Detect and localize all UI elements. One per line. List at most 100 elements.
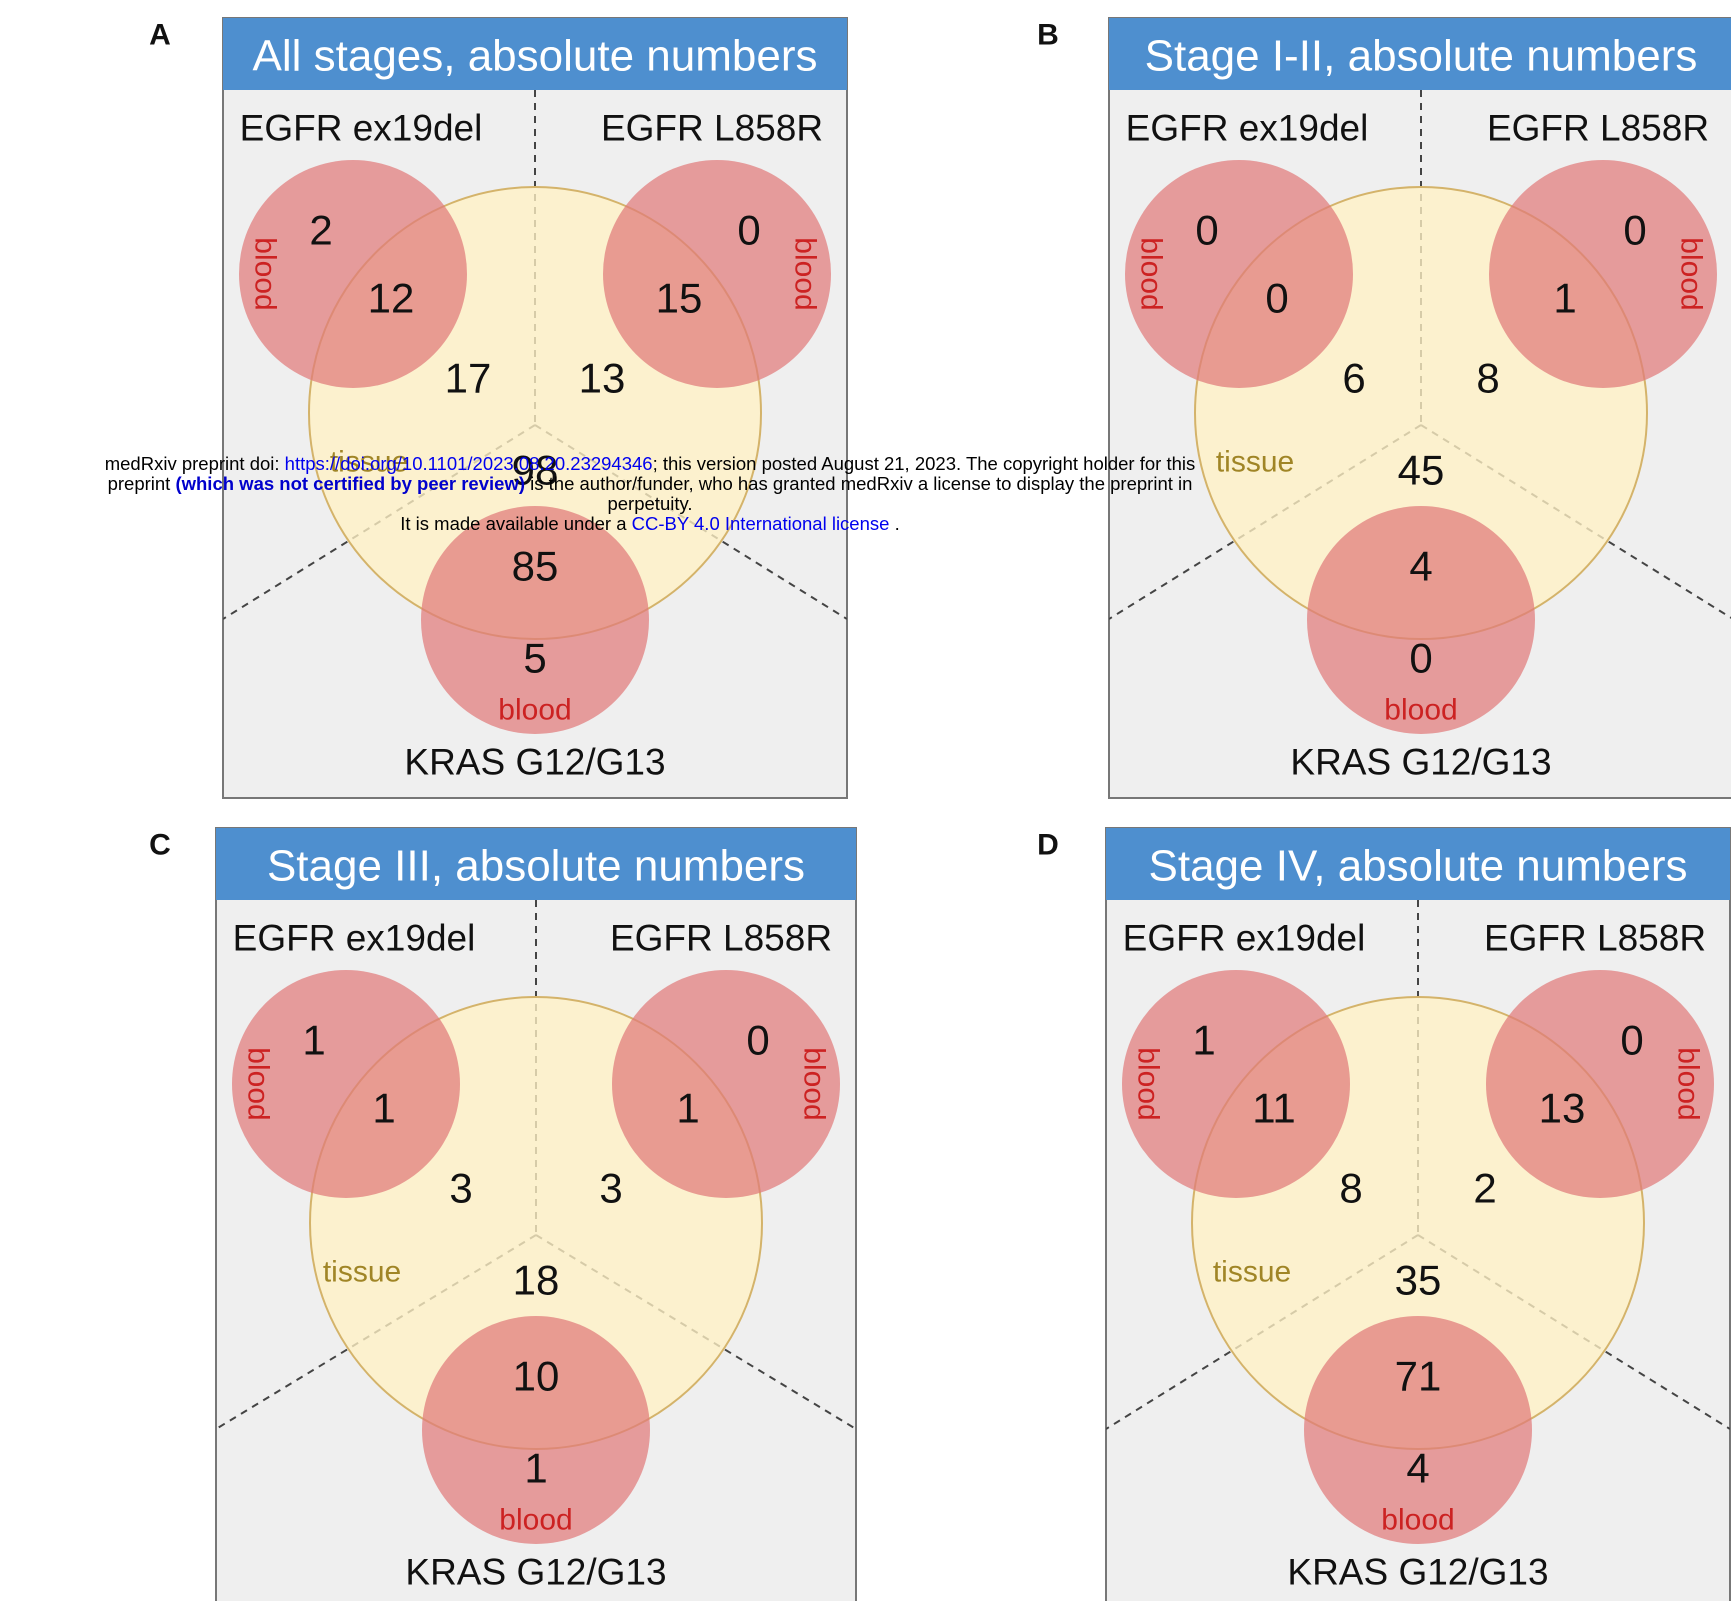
count-ex19del-tissue-only: 3 xyxy=(449,1165,472,1212)
blood-label-bottom: blood xyxy=(1384,694,1457,727)
blood-label-right: blood xyxy=(1675,237,1708,310)
banner-line2-suffix: is the author/funder, who has granted me… xyxy=(525,473,1193,494)
count-l858r-both: 1 xyxy=(1553,275,1576,322)
label-egfr-l858r: EGFR L858R xyxy=(601,108,823,149)
blood-label-bottom: blood xyxy=(499,1504,572,1537)
count-l858r-blood-only: 0 xyxy=(1623,207,1646,254)
venn-panel-a: A All stages, absolute numbers EGFR ex19de… xyxy=(149,17,848,799)
blood-circle-l858r xyxy=(1486,970,1714,1198)
count-l858r-blood-only: 0 xyxy=(737,207,760,254)
banner-line4-suffix: . xyxy=(889,513,900,534)
panel-letter: B xyxy=(1037,19,1059,52)
label-egfr-l858r: EGFR L858R xyxy=(610,918,832,959)
blood-circle-ex19del xyxy=(232,970,460,1198)
panel-header xyxy=(216,828,856,900)
blood-label-right: blood xyxy=(789,237,822,310)
count-ex19del-blood-only: 1 xyxy=(1192,1017,1215,1064)
count-l858r-tissue-only: 2 xyxy=(1473,1165,1496,1212)
label-egfr-ex19del: EGFR ex19del xyxy=(1123,918,1366,959)
banner-doi-prefix: medRxiv preprint doi: xyxy=(104,453,285,474)
blood-circle-kras xyxy=(1307,506,1535,734)
banner-line1-suffix: ; this version posted August 21, 2023. T… xyxy=(652,453,1196,474)
blood-label-bottom: blood xyxy=(498,694,571,727)
panel-body: EGFR ex19del EGFR L858R KRAS G12/G13 tissue… xyxy=(223,90,847,783)
blood-circle-l858r xyxy=(1489,160,1717,388)
label-kras: KRAS G12/G13 xyxy=(404,742,665,783)
count-ex19del-tissue-only: 6 xyxy=(1342,355,1365,402)
blood-label-bottom: blood xyxy=(1381,1504,1454,1537)
blood-circle-l858r xyxy=(612,970,840,1198)
tissue-label: tissue xyxy=(1216,446,1294,479)
count-kras-tissue-only: 18 xyxy=(513,1257,560,1304)
blood-label-right: blood xyxy=(1672,1047,1705,1120)
count-ex19del-both: 11 xyxy=(1252,1085,1296,1132)
count-l858r-both: 13 xyxy=(1539,1085,1586,1132)
count-l858r-tissue-only: 3 xyxy=(599,1165,622,1212)
count-l858r-blood-only: 0 xyxy=(746,1017,769,1064)
count-ex19del-tissue-only: 17 xyxy=(445,355,492,402)
count-kras-tissue-only: 35 xyxy=(1395,1257,1442,1304)
label-kras: KRAS G12/G13 xyxy=(405,1552,666,1593)
doi-link[interactable]: https://doi.org/10.1101/2023.08.20.23294… xyxy=(284,453,653,474)
tissue-label: tissue xyxy=(323,1256,401,1289)
count-l858r-tissue-only: 13 xyxy=(579,355,626,402)
banner-line2-prefix: preprint xyxy=(107,473,176,494)
banner-line4-prefix: It is made available under a xyxy=(400,513,632,534)
count-l858r-both: 1 xyxy=(676,1085,699,1132)
count-kras-blood-only: 5 xyxy=(523,635,546,682)
panel-title: All stages, absolute numbers xyxy=(253,32,818,81)
banner-line-4: It is made available under a CC-BY 4.0 I… xyxy=(0,514,1300,534)
label-egfr-l858r: EGFR L858R xyxy=(1484,918,1706,959)
panel-letter: D xyxy=(1037,829,1059,862)
banner-line-3: perpetuity. xyxy=(607,493,693,514)
tissue-label: tissue xyxy=(330,446,408,479)
blood-circle-ex19del xyxy=(1122,970,1350,1198)
count-kras-blood-only: 4 xyxy=(1406,1445,1429,1492)
banner-line-1: medRxiv preprint doi: https://doi.org/10… xyxy=(0,454,1300,474)
count-kras-blood-only: 1 xyxy=(524,1445,547,1492)
tissue-label: tissue xyxy=(1213,1256,1291,1289)
label-egfr-l858r: EGFR L858R xyxy=(1487,108,1709,149)
panel-letter: A xyxy=(149,19,171,52)
blood-circle-ex19del xyxy=(1125,160,1353,388)
count-ex19del-blood-only: 0 xyxy=(1195,207,1218,254)
blood-label-left: blood xyxy=(249,237,282,310)
label-egfr-ex19del: EGFR ex19del xyxy=(240,108,483,149)
count-ex19del-both: 1 xyxy=(372,1085,395,1132)
label-kras: KRAS G12/G13 xyxy=(1290,742,1551,783)
count-kras-both: 4 xyxy=(1409,543,1432,590)
panel-body: EGFR ex19del EGFR L858R KRAS G12/G13 tissue… xyxy=(1106,900,1730,1593)
count-ex19del-blood-only: 1 xyxy=(302,1017,325,1064)
panel-title: Stage IV, absolute numbers xyxy=(1149,842,1688,891)
count-l858r-blood-only: 0 xyxy=(1620,1017,1643,1064)
blood-label-left: blood xyxy=(242,1047,275,1120)
panel-title: Stage I-II, absolute numbers xyxy=(1145,32,1698,81)
banner-line-2: preprint (which was not certified by pee… xyxy=(0,474,1300,494)
panel-title: Stage III, absolute numbers xyxy=(267,842,805,891)
blood-circle-kras xyxy=(422,1316,650,1544)
venn-panel-b: B Stage I-II, absolute numbers EGFR ex19de… xyxy=(1037,17,1731,799)
blood-label-left: blood xyxy=(1132,1047,1165,1120)
blood-label-left: blood xyxy=(1135,237,1168,310)
venn-panel-c: C Stage III, absolute numbers EGFR ex19del… xyxy=(149,827,857,1601)
blood-circle-l858r xyxy=(603,160,831,388)
panel-header xyxy=(223,18,847,90)
count-kras-tissue-only: 98 xyxy=(512,447,559,494)
count-ex19del-blood-only: 2 xyxy=(309,207,332,254)
count-l858r-tissue-only: 8 xyxy=(1476,355,1499,402)
count-l858r-both: 15 xyxy=(656,275,703,322)
panel-body: EGFR ex19del EGFR L858R KRAS G12/G13 tissue… xyxy=(216,900,856,1593)
label-kras: KRAS G12/G13 xyxy=(1287,1552,1548,1593)
count-kras-tissue-only: 45 xyxy=(1398,447,1445,494)
count-kras-blood-only: 0 xyxy=(1409,635,1432,682)
not-certified-notice: (which was not certified by peer review) xyxy=(175,473,525,494)
license-link[interactable]: CC-BY 4.0 International license xyxy=(631,513,890,534)
panel-body: EGFR ex19del EGFR L858R KRAS G12/G13 tissue… xyxy=(1109,90,1731,783)
panel-letter: C xyxy=(149,829,171,862)
blood-circle-kras xyxy=(1304,1316,1532,1544)
count-kras-both: 10 xyxy=(513,1353,560,1400)
count-ex19del-both: 12 xyxy=(368,275,415,322)
count-kras-both: 71 xyxy=(1395,1353,1442,1400)
